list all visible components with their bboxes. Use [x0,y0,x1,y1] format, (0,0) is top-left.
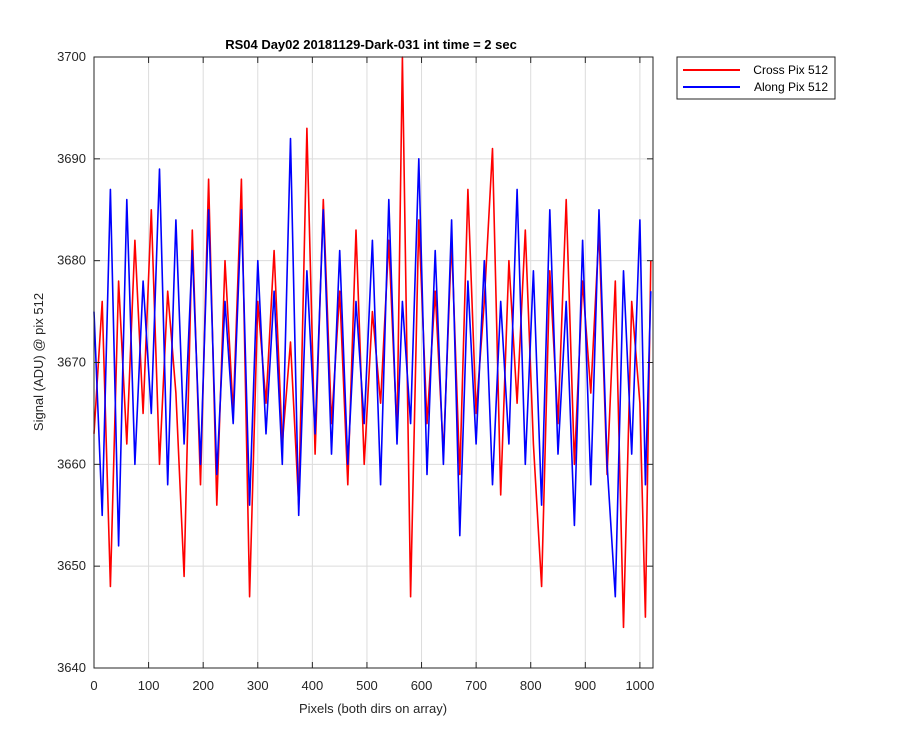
x-tick-label: 500 [356,678,378,693]
legend-box [676,56,836,100]
x-axis-label: Pixels (both dirs on array) [299,701,447,716]
y-tick-label: 3670 [57,355,86,370]
series-line-along-pix-512 [93,137,652,598]
x-tick-label: 800 [520,678,542,693]
legend-label-cross: Cross Pix 512 [753,63,828,77]
series-layer [93,56,652,629]
y-tick-label: 3690 [57,151,86,166]
x-tick-label: 700 [465,678,487,693]
x-tick-label: 600 [411,678,433,693]
x-tick-label: 1000 [625,678,654,693]
axis-ticks: 0 100 200 300 400 500 600 700 800 900 1000 3640 3650… [57,49,654,693]
y-axis-label: Signal (ADU) @ pix 512 [31,293,46,431]
legend-label-along: Along Pix 512 [754,80,828,94]
y-tick-label: 3660 [57,456,86,471]
chart-title: RS04 Day02 20181129-Dark-031 int time = … [225,37,517,52]
legend: Cross Pix 512 Along Pix 512 [676,56,836,100]
y-tick-label: 3650 [57,558,86,573]
y-tick-label: 3640 [57,660,86,675]
x-tick-label: 100 [138,678,160,693]
x-tick-label: 0 [90,678,97,693]
y-tick-label: 3680 [57,253,86,268]
x-tick-label: 900 [574,678,596,693]
x-tick-label: 300 [247,678,269,693]
x-tick-label: 200 [192,678,214,693]
x-tick-label: 400 [302,678,324,693]
y-tick-label: 3700 [57,49,86,64]
